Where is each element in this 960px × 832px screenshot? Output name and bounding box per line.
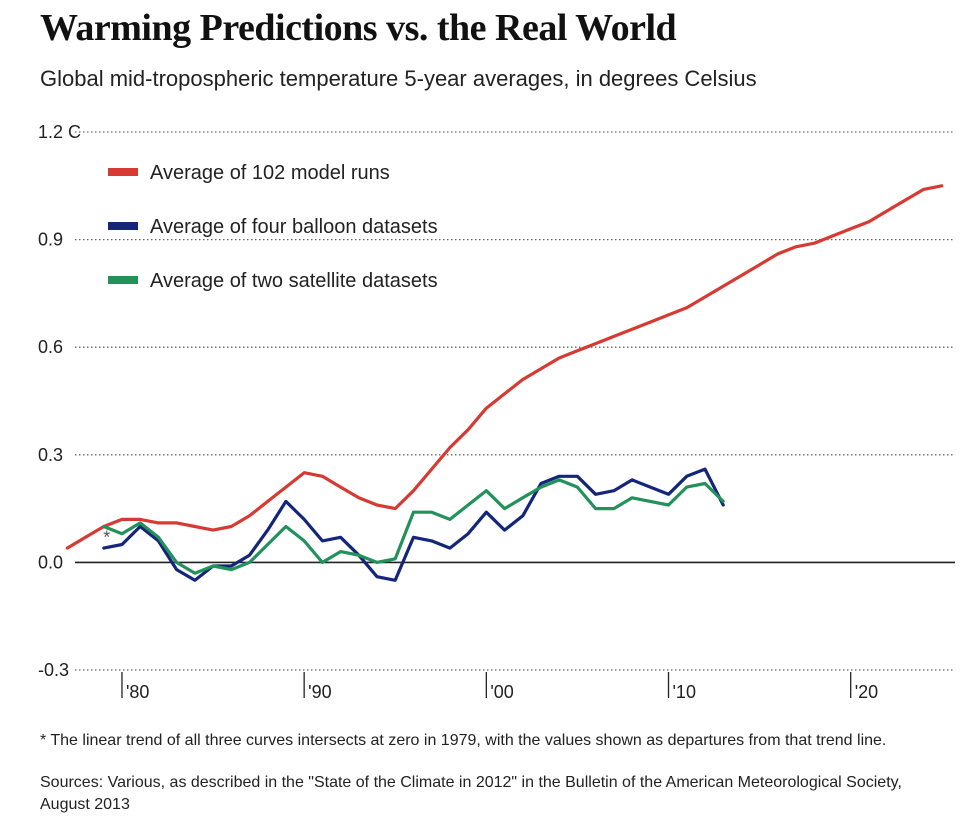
chart: 1.2 C 0.9 0.6 0.3 0.0 -0.3 '80 '90 '00 '10 '20 * Ave… (38, 122, 955, 702)
legend-label-3: Average of two satellite datasets (150, 270, 438, 292)
y-tick-label: 1.2 C (38, 122, 81, 142)
y-tick-label: 0.9 (38, 230, 63, 250)
y-tick-label: 0.3 (38, 445, 63, 465)
x-tick-label: '80 (126, 682, 149, 702)
sources-note: Sources: Various, as described in the "S… (40, 774, 902, 813)
y-tick-label: 0.6 (38, 337, 63, 357)
y-tick-label: -0.3 (38, 660, 69, 680)
series-line-3 (102, 478, 725, 575)
series-line-1 (65, 184, 944, 550)
chart-title: Warming Predictions vs. the Real World (40, 7, 677, 49)
x-tick-label: '90 (308, 682, 331, 702)
footnote: * The linear trend of all three curves i… (40, 732, 887, 749)
legend-swatch-1 (108, 168, 138, 176)
x-tick-label: '20 (855, 682, 878, 702)
legend-label-1: Average of 102 model runs (150, 162, 390, 184)
series-line-2 (102, 467, 725, 582)
y-tick-label: 0.0 (38, 552, 63, 572)
trend-asterisk: * (103, 527, 110, 547)
chart-subtitle: Global mid-tropospheric temperature 5-ye… (40, 66, 757, 91)
legend-label-2: Average of four balloon datasets (150, 216, 438, 238)
x-tick-label: '10 (673, 682, 696, 702)
x-tick-label: '00 (490, 682, 513, 702)
legend-swatch-2 (108, 222, 138, 230)
legend-swatch-3 (108, 276, 138, 284)
